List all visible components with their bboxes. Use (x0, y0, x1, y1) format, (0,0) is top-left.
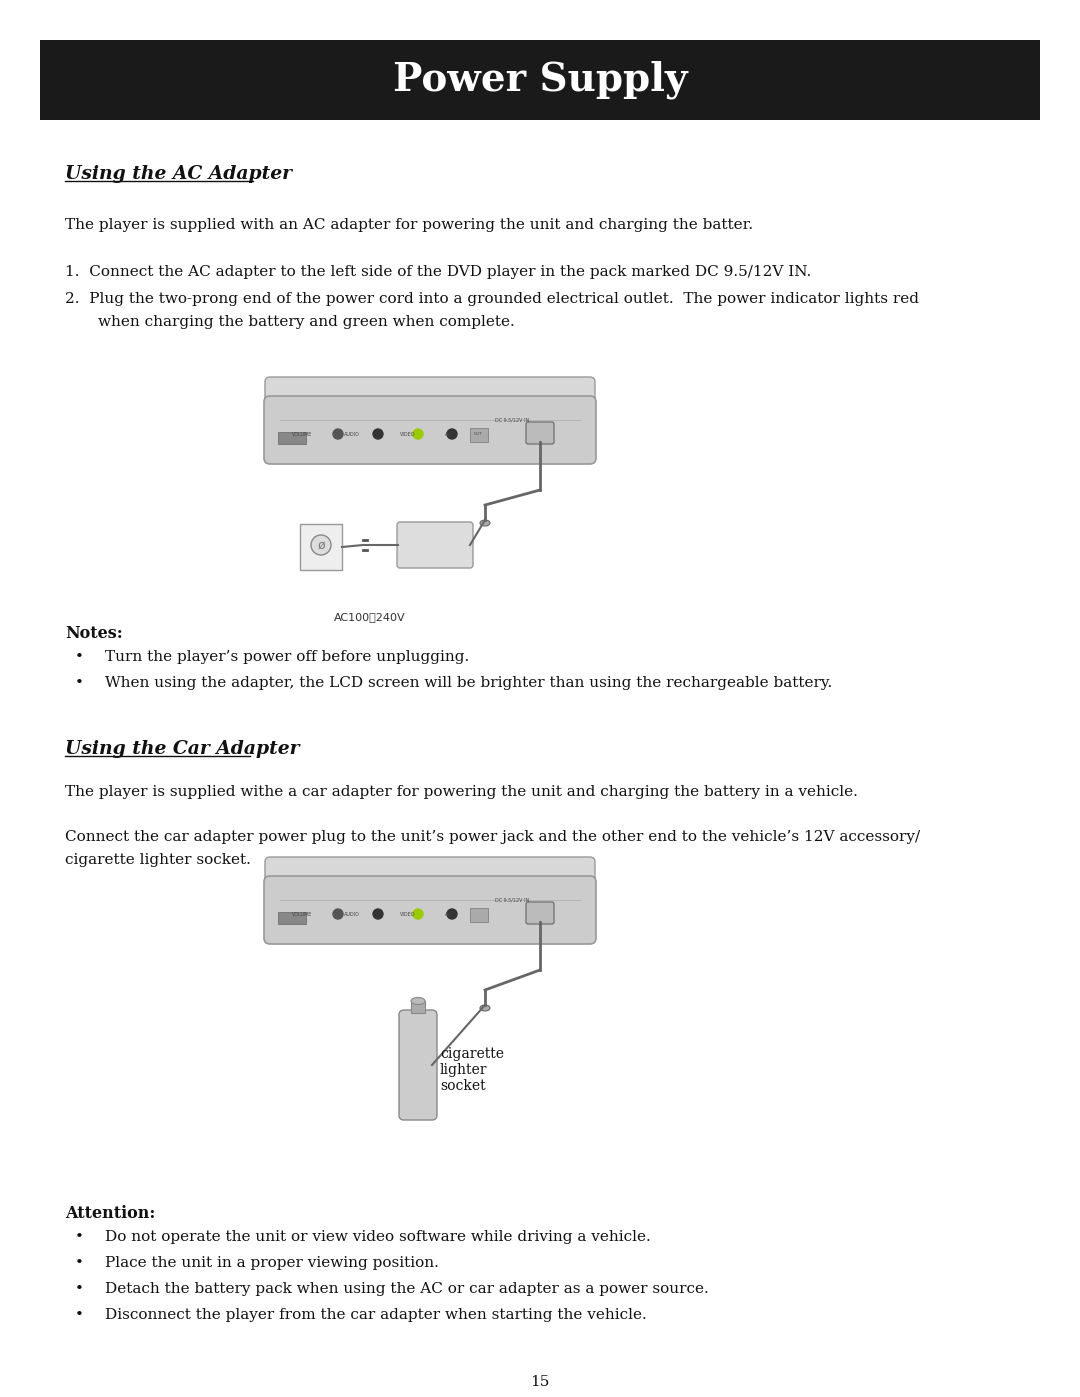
Circle shape (311, 535, 330, 555)
Text: •: • (75, 1229, 84, 1243)
Text: AUDIO: AUDIO (345, 911, 360, 916)
Ellipse shape (411, 997, 426, 1004)
Text: Using the AC Adapter: Using the AC Adapter (65, 165, 292, 183)
Circle shape (447, 909, 457, 919)
Text: cigarette lighter socket.: cigarette lighter socket. (65, 854, 251, 868)
Text: When using the adapter, the LCD screen will be brighter than using the rechargea: When using the adapter, the LCD screen w… (105, 676, 833, 690)
Text: Turn the player’s power off before unplugging.: Turn the player’s power off before unplu… (105, 650, 469, 664)
Circle shape (413, 429, 423, 439)
Text: AC100～240V: AC100～240V (334, 612, 406, 622)
Bar (411, 1002, 426, 1013)
Text: 15: 15 (530, 1375, 550, 1389)
Circle shape (333, 429, 343, 439)
Text: AV: AV (445, 911, 451, 916)
FancyBboxPatch shape (264, 876, 596, 944)
Text: Notes:: Notes: (65, 624, 123, 643)
Bar (470, 908, 488, 922)
Text: Disconnect the player from the car adapter when starting the vehicle.: Disconnect the player from the car adapt… (105, 1308, 647, 1322)
FancyBboxPatch shape (264, 395, 596, 464)
Text: •: • (75, 676, 84, 690)
Bar (300, 524, 342, 570)
Bar (470, 427, 488, 441)
Text: when charging the battery and green when complete.: when charging the battery and green when… (98, 314, 515, 330)
FancyBboxPatch shape (399, 1010, 437, 1120)
Text: •: • (75, 1256, 84, 1270)
Text: Attention:: Attention: (65, 1206, 156, 1222)
Text: ø: ø (318, 538, 325, 552)
Text: VIDEO: VIDEO (401, 432, 416, 436)
Text: DC 9.5/12V IN: DC 9.5/12V IN (495, 418, 529, 422)
Text: Do not operate the unit or view video software while driving a vehicle.: Do not operate the unit or view video so… (105, 1229, 651, 1243)
Ellipse shape (480, 1004, 490, 1011)
Circle shape (373, 909, 383, 919)
Text: Using the Car Adapter: Using the Car Adapter (65, 740, 299, 759)
Circle shape (413, 909, 423, 919)
Text: cigarette
lighter
socket: cigarette lighter socket (440, 1046, 504, 1094)
Text: Detach the battery pack when using the AC or car adapter as a power source.: Detach the battery pack when using the A… (105, 1282, 708, 1296)
Text: Power Supply: Power Supply (393, 60, 687, 99)
Text: •: • (75, 1282, 84, 1296)
Text: OUT: OUT (474, 432, 483, 436)
Text: 2.  Plug the two-prong end of the power cord into a grounded electrical outlet. : 2. Plug the two-prong end of the power c… (65, 292, 919, 306)
Ellipse shape (480, 520, 490, 527)
Text: DC 9.5/12V IN: DC 9.5/12V IN (495, 897, 529, 902)
Bar (40, 41, 1040, 120)
Text: VOLUME: VOLUME (292, 911, 312, 916)
FancyBboxPatch shape (397, 522, 473, 569)
FancyBboxPatch shape (526, 902, 554, 923)
Circle shape (333, 909, 343, 919)
Text: AUDIO: AUDIO (345, 432, 360, 436)
Bar (278, 432, 306, 444)
Circle shape (447, 429, 457, 439)
Bar (278, 912, 306, 923)
FancyBboxPatch shape (526, 422, 554, 444)
Circle shape (373, 429, 383, 439)
Text: VIDEO: VIDEO (401, 911, 416, 916)
Text: AV: AV (445, 432, 451, 436)
FancyBboxPatch shape (265, 377, 595, 402)
Text: The player is supplied withe a car adapter for powering the unit and charging th: The player is supplied withe a car adapt… (65, 785, 858, 799)
Text: 1.  Connect the AC adapter to the left side of the DVD player in the pack marked: 1. Connect the AC adapter to the left si… (65, 265, 811, 279)
Text: VOLUME: VOLUME (292, 432, 312, 436)
Text: Connect the car adapter power plug to the unit’s power jack and the other end to: Connect the car adapter power plug to th… (65, 830, 920, 844)
FancyBboxPatch shape (265, 856, 595, 883)
Text: The player is supplied with an AC adapter for powering the unit and charging the: The player is supplied with an AC adapte… (65, 218, 753, 232)
Text: Place the unit in a proper viewing position.: Place the unit in a proper viewing posit… (105, 1256, 438, 1270)
Text: •: • (75, 650, 84, 664)
Text: •: • (75, 1308, 84, 1322)
